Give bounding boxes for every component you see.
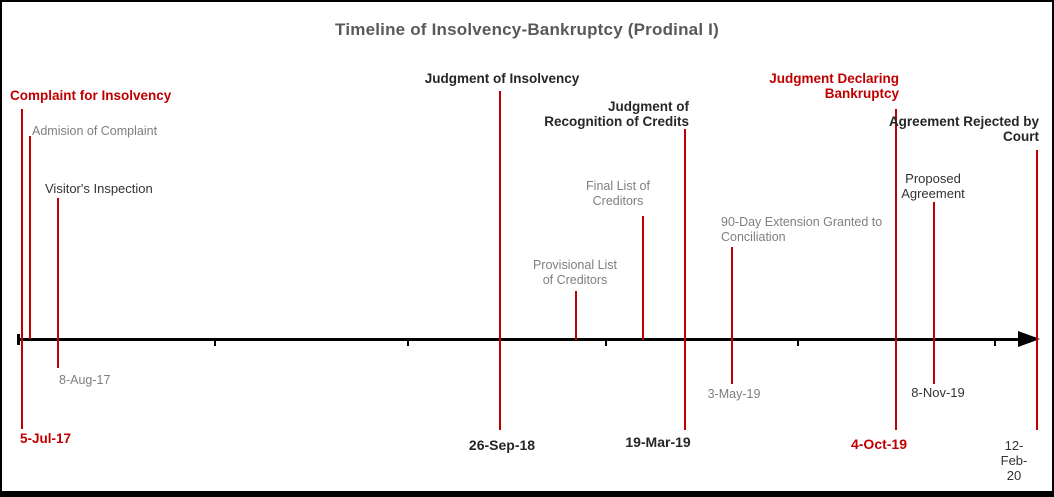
event-label: Provisional List of Creditors [532,258,618,287]
event-date-label: 26-Sep-18 [468,437,536,453]
event-marker-line [1036,150,1038,430]
event-date-label: 3-May-19 [707,387,761,401]
axis-tick [407,340,409,346]
event-label: Complaint for Insolvency [10,88,172,103]
axis-start-tick [17,334,20,345]
event-label: Admision of Complaint [32,124,158,138]
event-label: Proposed Agreement [901,171,965,201]
event-date-label: 8-Nov-19 [911,385,965,400]
event-marker-line [21,109,23,429]
axis-arrowhead-icon [1018,331,1040,347]
event-label: Agreement Rejected by Court [888,114,1039,144]
event-date-label: 5-Jul-17 [20,431,72,446]
event-marker-line [57,198,59,368]
chart-title: Timeline of Insolvency-Bankruptcy (Prodi… [335,20,719,39]
event-marker-line [933,202,935,384]
event-date-label: 19-Mar-19 [625,434,691,450]
event-marker-line [29,136,31,339]
event-label: Judgment of Insolvency [424,71,580,86]
event-label: Judgment of Recognition of Credits [544,99,689,129]
event-marker-line [684,129,686,430]
event-marker-line [731,247,733,384]
time-axis-line [17,338,1022,341]
event-label: 90-Day Extension Granted to Conciliation [721,215,883,244]
event-label: Judgment Declaring Bankruptcy [769,71,899,101]
axis-tick [797,340,799,346]
event-marker-line [499,91,501,430]
axis-tick [605,340,607,346]
event-marker-line [642,216,644,340]
event-marker-line [895,109,897,430]
event-marker-line [575,291,577,340]
event-date-label: 4-Oct-19 [850,436,908,452]
event-date-label: 12-Feb-20 [1000,438,1028,483]
event-label: Visitor's Inspection [45,181,153,196]
axis-tick [994,340,996,346]
event-label: Final List of Creditors [586,179,650,208]
event-date-label: 8-Aug-17 [59,373,111,387]
axis-tick [214,340,216,346]
